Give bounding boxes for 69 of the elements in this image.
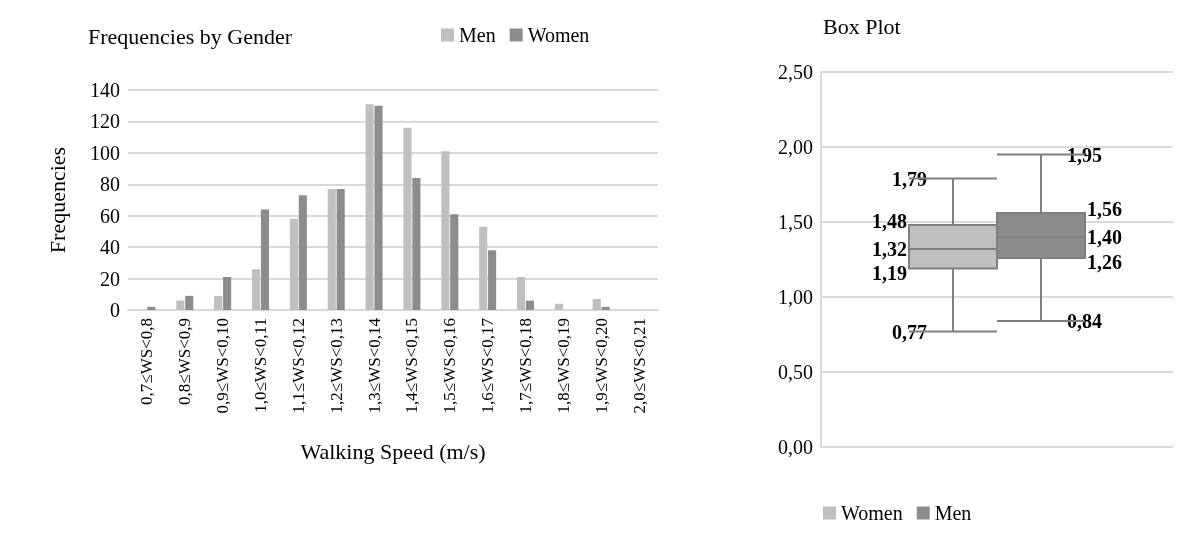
y-tick-label: 1,50: [778, 211, 813, 233]
x-tick-label: 1,5≤WS<0,16: [440, 318, 460, 414]
bar: [214, 295, 223, 310]
text: 1,32: [872, 238, 907, 260]
bar: [185, 295, 194, 310]
bar: [336, 189, 345, 310]
text: 1,95: [1067, 143, 1102, 166]
text: 1,48: [872, 210, 907, 232]
x-tick-label: 1,3≤WS<0,14: [364, 317, 384, 414]
bar: [488, 250, 497, 310]
bar: [223, 277, 232, 310]
bar: [260, 209, 270, 310]
y-tick-label: 140: [90, 79, 120, 101]
y-tick-label: 60: [100, 204, 120, 227]
bar: [441, 151, 450, 310]
x-tick-label: 0,7≤WS<0,8: [137, 318, 157, 405]
y-tick-label: 0: [110, 299, 120, 321]
y-tick-label: 120: [90, 110, 120, 133]
bar: [289, 218, 298, 310]
x-tick-label: 2,0≤WS<0,21: [629, 318, 649, 414]
bar: [601, 306, 610, 310]
text: 1,56: [1087, 198, 1122, 220]
bar: [450, 214, 459, 310]
y-tick-label: 0,50: [778, 361, 813, 383]
bar: [327, 189, 336, 310]
x-tick-label: 1,6≤WS<0,17: [478, 317, 498, 414]
text: 1,79: [892, 167, 927, 190]
y-tick-label: 2,00: [778, 136, 813, 158]
bar: [554, 303, 563, 310]
x-tick-label: 1,0≤WS<0,11: [251, 318, 270, 413]
bar: [592, 299, 601, 310]
text: 0,77: [892, 320, 927, 343]
chart-title: Frequencies by Gender: [88, 23, 293, 49]
y-tick-label: 40: [100, 236, 120, 259]
bar: [479, 226, 488, 310]
y-tick-label: 0,00: [778, 436, 813, 458]
bar: [298, 195, 307, 310]
bar: [176, 300, 185, 310]
y-tick-label: 1,00: [778, 286, 813, 308]
text: 1,40: [1087, 226, 1122, 248]
bar: [516, 277, 526, 310]
legend-label: Women: [841, 502, 903, 524]
x-tick-label: 1,2≤WS<0,13: [326, 318, 346, 414]
x-tick-label: 0,9≤WS<0,10: [213, 318, 233, 414]
y-tick-label: 20: [100, 267, 120, 290]
text: 1,26: [1087, 251, 1122, 273]
bar: [374, 105, 383, 310]
x-tick-label: 1,9≤WS<0,20: [591, 318, 611, 414]
x-tick-label: 0,8≤WS<0,9: [175, 318, 195, 405]
bar: [403, 127, 412, 310]
bar: [525, 300, 535, 310]
text: 1,19: [872, 261, 907, 284]
x-axis-title: Walking Speed (m/s): [300, 438, 486, 464]
y-tick-label: 80: [100, 173, 120, 196]
y-tick-label: 100: [90, 141, 120, 164]
y-tick-label: 2,50: [778, 61, 813, 83]
legend-label: Men: [934, 502, 972, 524]
legend-label: Women: [527, 24, 590, 46]
x-tick-label: 1,1≤WS<0,12: [288, 318, 308, 414]
chart-title: Box Plot: [823, 13, 901, 39]
legend-label: Men: [459, 24, 496, 46]
x-tick-label: 1,7≤WS<0,18: [516, 318, 535, 414]
x-tick-label: 1,8≤WS<0,19: [553, 318, 573, 414]
y-axis-title: Frequencies: [44, 146, 70, 254]
x-tick-label: 1,4≤WS<0,15: [402, 318, 422, 414]
bar: [365, 104, 374, 310]
bar: [251, 269, 261, 310]
bar: [412, 178, 421, 310]
bar: [147, 306, 156, 310]
